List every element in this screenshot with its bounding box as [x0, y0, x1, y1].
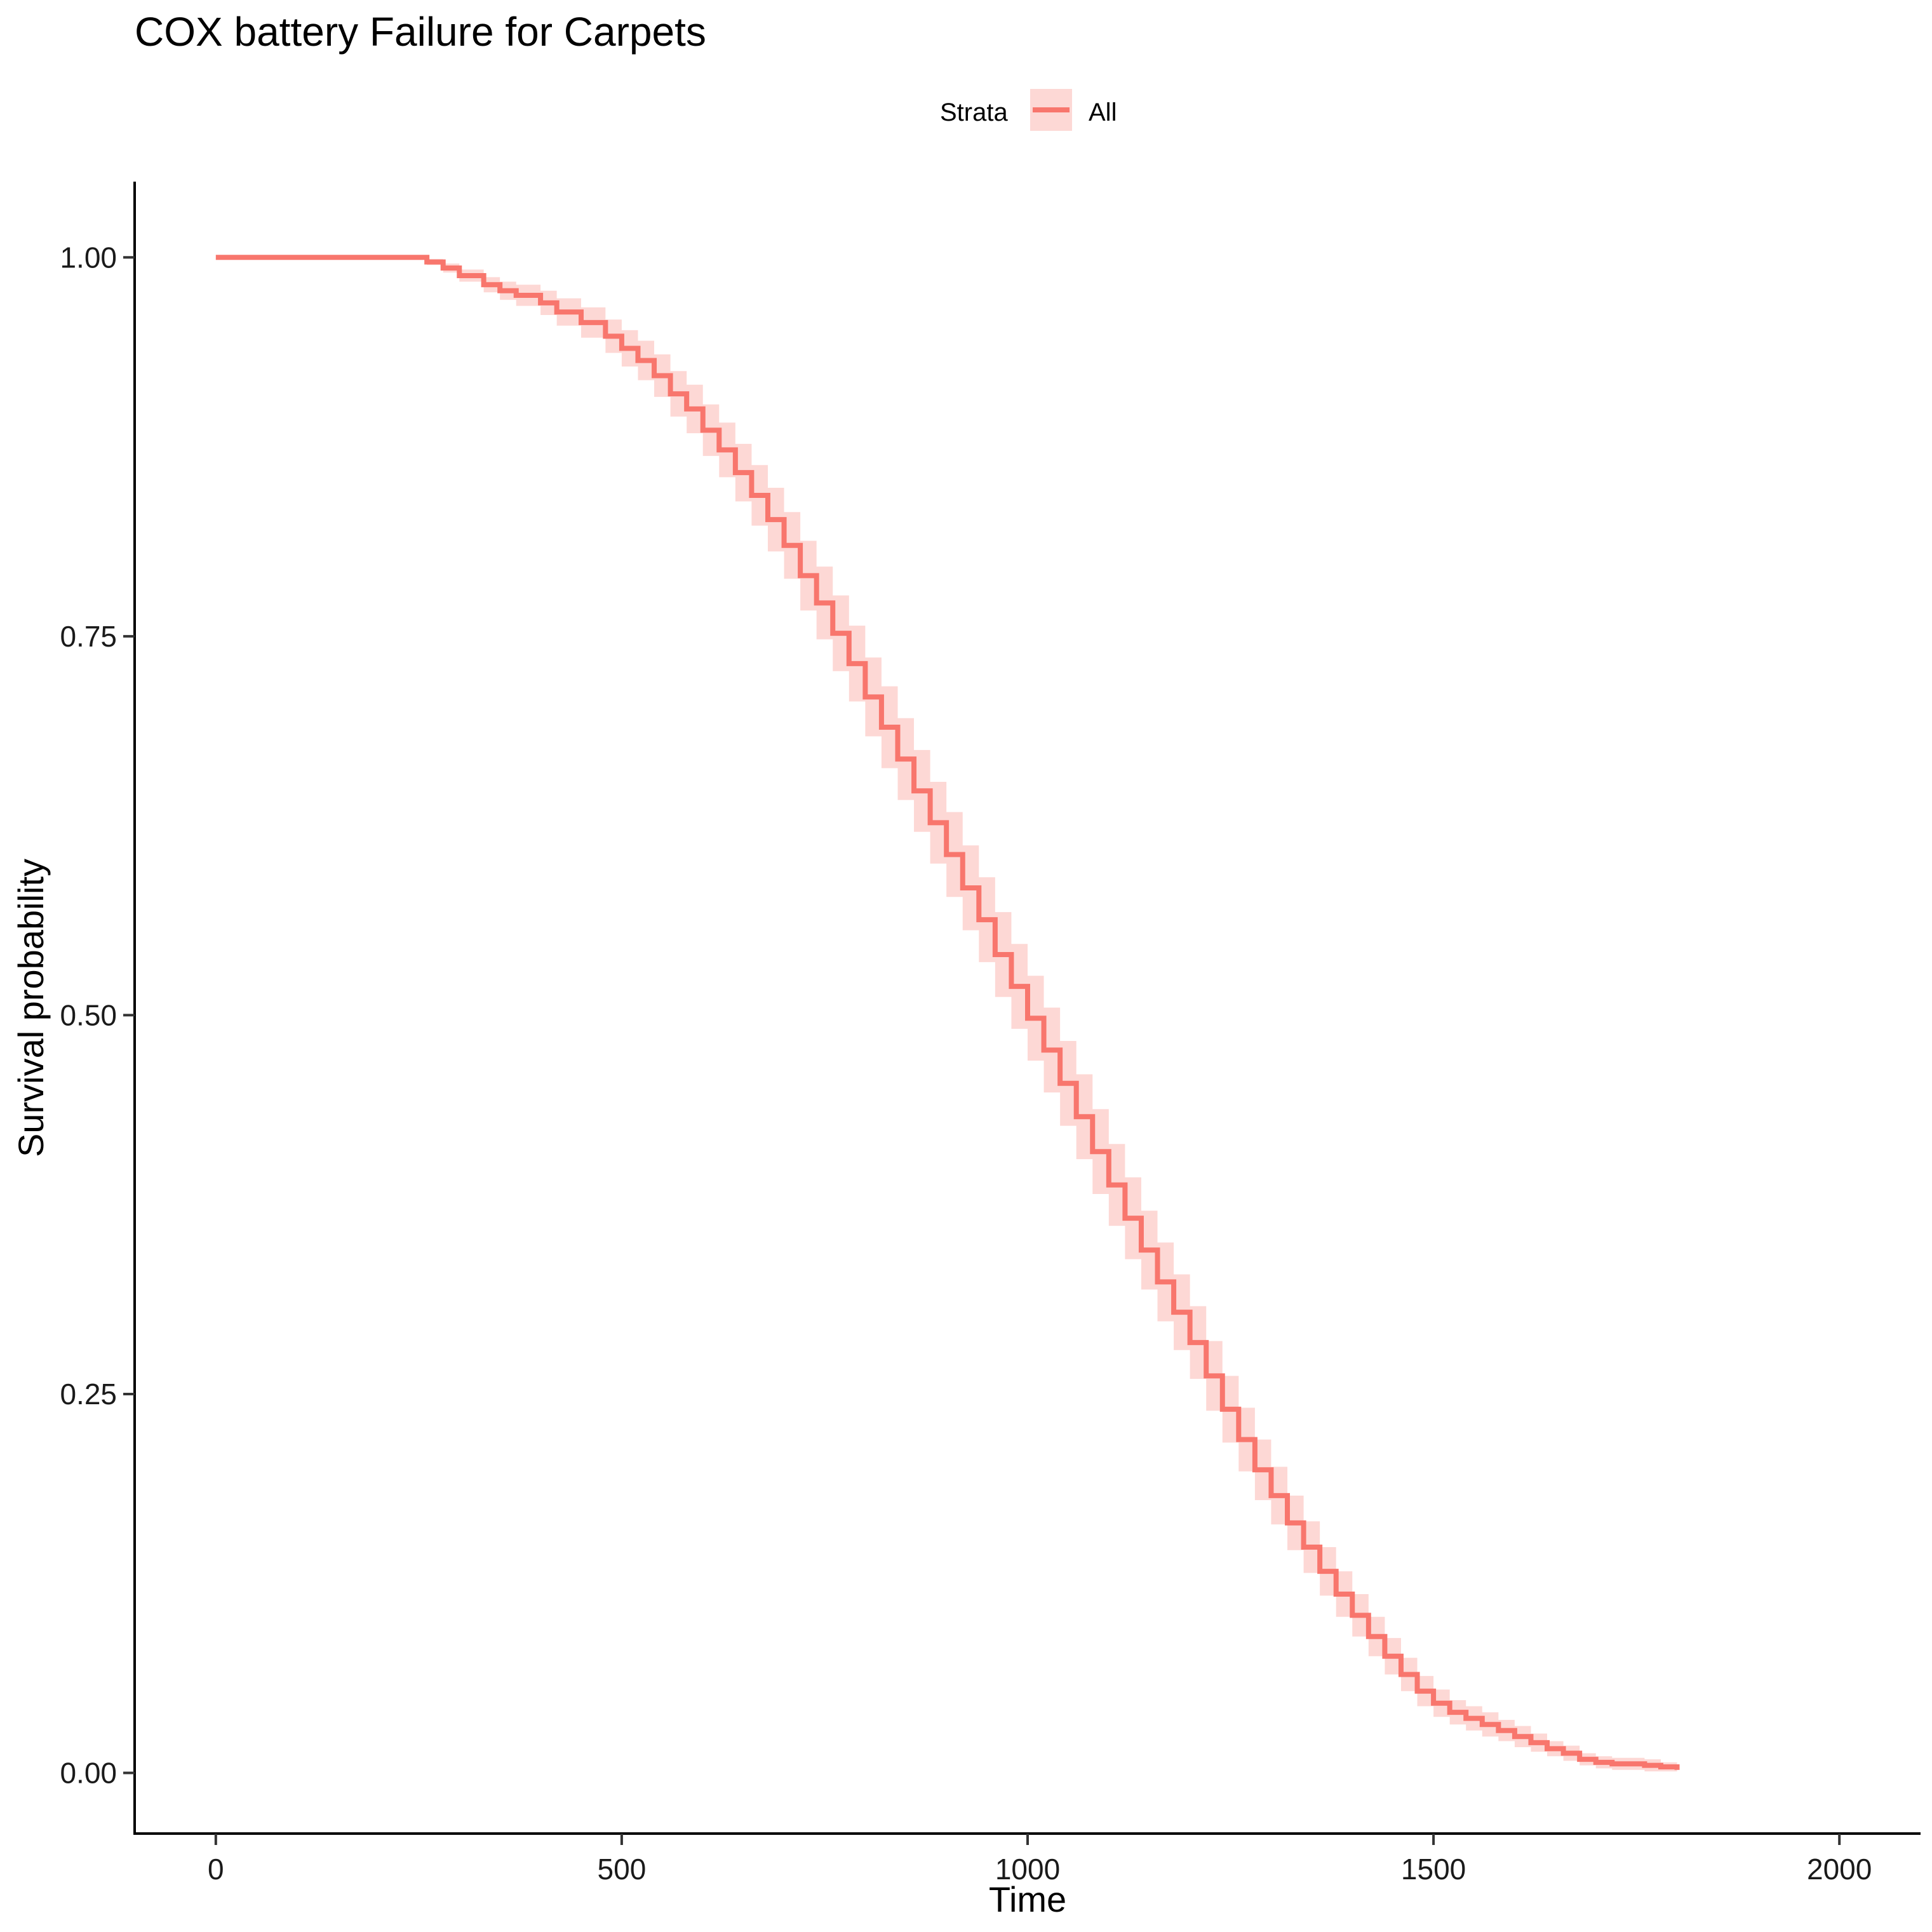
x-tick-label: 500: [598, 1853, 647, 1886]
y-tick-label: 0.00: [60, 1757, 117, 1790]
x-tick-label: 1000: [995, 1853, 1060, 1886]
legend-entry-all: All: [1089, 98, 1117, 126]
x-tick-label: 0: [208, 1853, 224, 1886]
y-tick-label: 1.00: [60, 241, 117, 274]
y-axis-title: Survival probability: [11, 859, 51, 1157]
x-tick-label: 2000: [1807, 1853, 1872, 1886]
plot-area: [215, 255, 1680, 1773]
y-tick-label: 0.75: [60, 620, 117, 653]
x-tick-label: 1500: [1401, 1853, 1466, 1886]
axis-ticks: 0 500 1000 1500 2000 0.00 0.25 0.50 0.75 1.00: [60, 241, 1872, 1886]
y-tick-label: 0.25: [60, 1378, 117, 1411]
legend: Strata All: [940, 89, 1117, 131]
legend-title: Strata: [940, 98, 1008, 126]
confidence-band-0: [215, 257, 1677, 1773]
y-tick-label: 0.50: [60, 998, 117, 1031]
chart-title: COX battery Failure for Carpets: [135, 9, 706, 55]
survival-line-0: [215, 255, 1680, 1770]
x-axis-title: Time: [989, 1879, 1066, 1919]
